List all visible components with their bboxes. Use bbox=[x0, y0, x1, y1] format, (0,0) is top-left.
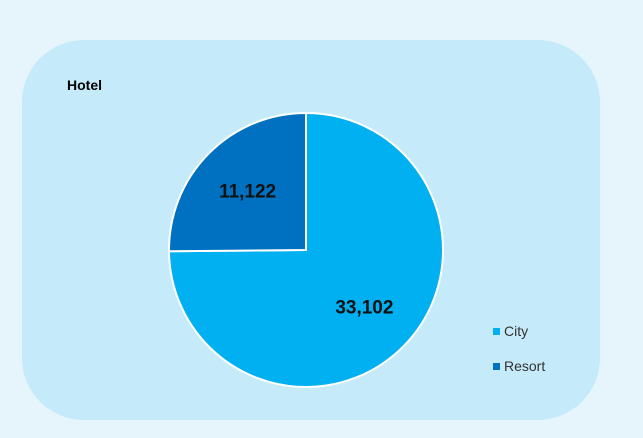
legend-label-resort: Resort bbox=[504, 358, 546, 374]
pie-slices bbox=[167, 111, 444, 388]
legend-swatch-city bbox=[493, 327, 500, 335]
legend-item-resort: Resort bbox=[493, 357, 545, 375]
legend-swatch-resort bbox=[493, 362, 500, 370]
pie-slice-city bbox=[167, 111, 444, 388]
legend: City Resort bbox=[493, 322, 545, 392]
legend-label-city: City bbox=[504, 323, 529, 339]
chart-title: Hotel bbox=[67, 77, 102, 93]
pie-slice-resort bbox=[168, 111, 307, 253]
data-label-resort: 11,122 bbox=[219, 182, 276, 203]
data-label-city: 33,102 bbox=[335, 297, 393, 318]
pie-labels: 33,102 11,122 bbox=[219, 182, 393, 319]
legend-item-city: City bbox=[493, 322, 545, 340]
